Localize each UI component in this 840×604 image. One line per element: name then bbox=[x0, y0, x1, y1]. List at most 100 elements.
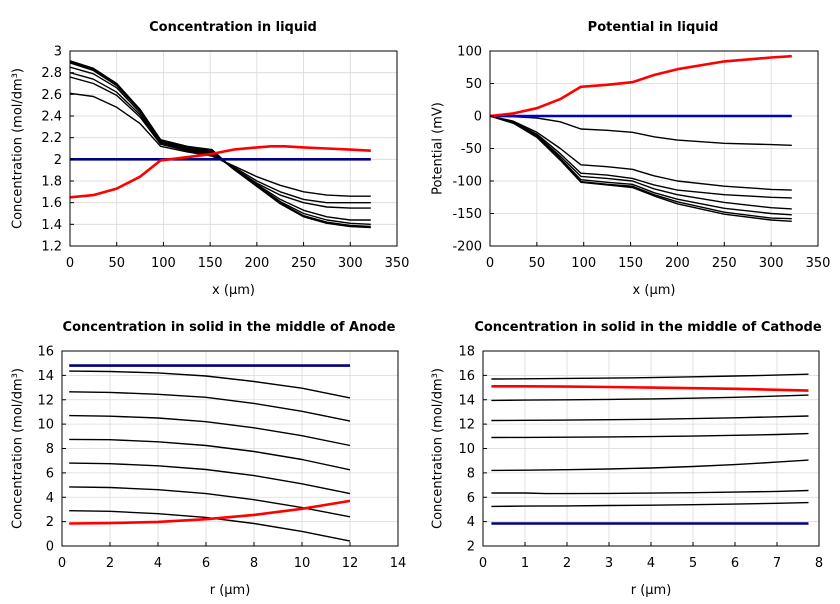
x-tick-label: 7 bbox=[773, 556, 781, 571]
series-line-t2 bbox=[70, 76, 371, 204]
y-tick-label: 3 bbox=[54, 45, 62, 60]
chart-title: Concentration in solid in the middle of … bbox=[63, 320, 396, 335]
series-line-t7 bbox=[491, 501, 809, 508]
y-tick-label: 4 bbox=[467, 515, 475, 530]
y-tick-label: 8 bbox=[467, 466, 475, 481]
series-line-t5 bbox=[69, 462, 351, 495]
y-tick-label: 2.8 bbox=[41, 66, 62, 81]
x-tick-label: 0 bbox=[486, 256, 494, 271]
x-tick-label: 6 bbox=[202, 556, 210, 571]
x-tick-label: 100 bbox=[151, 256, 176, 271]
y-tick-label: 1.8 bbox=[41, 175, 62, 190]
series-line-t1 bbox=[490, 115, 792, 146]
y-tick-label: -50 bbox=[461, 142, 482, 157]
y-tick-label: 4 bbox=[46, 491, 54, 506]
series-line-t6 bbox=[69, 486, 351, 518]
chart-2: 0 50 100 150 200 250 300 350 -200 -150 -100 -50 0 50 1… bbox=[431, 20, 831, 298]
x-tick-label: 10 bbox=[294, 556, 311, 571]
y-axis-label: Concentration (mol/dm³) bbox=[431, 368, 446, 529]
x-tick-label: 14 bbox=[390, 556, 407, 571]
x-tick-label: 6 bbox=[731, 556, 739, 571]
x-tick-label: 150 bbox=[198, 256, 223, 271]
x-axis-label: x (µm) bbox=[212, 283, 255, 298]
x-tick-label: 300 bbox=[338, 256, 363, 271]
series-line-t2 bbox=[490, 115, 792, 191]
series-line-t3 bbox=[490, 115, 792, 199]
series-line-t3 bbox=[491, 415, 809, 422]
chart-title: Concentration in liquid bbox=[149, 20, 317, 35]
series-line-t4 bbox=[490, 115, 792, 210]
y-tick-label: 100 bbox=[457, 45, 482, 60]
x-tick-label: 5 bbox=[689, 556, 697, 571]
series-line-t7 bbox=[490, 115, 792, 222]
x-tick-label: 350 bbox=[806, 256, 831, 271]
y-axis-label: Concentration (mol/dm³) bbox=[11, 368, 26, 529]
series-line-t4 bbox=[70, 66, 371, 221]
x-tick-label: 1 bbox=[521, 556, 529, 571]
x-axis-label: r (µm) bbox=[631, 583, 672, 598]
x-axis-label: x (µm) bbox=[633, 283, 676, 298]
y-tick-label: 16 bbox=[37, 345, 54, 360]
y-tick-label: 10 bbox=[37, 418, 54, 433]
series-line-t2 bbox=[69, 391, 351, 422]
x-tick-label: 350 bbox=[385, 256, 410, 271]
chart-1: 0 50 100 150 200 250 300 350 1.2 1.4 1.6 1.8 2 2.2 2.4… bbox=[11, 20, 410, 298]
series-line-t5 bbox=[491, 459, 809, 472]
y-tick-label: 2.6 bbox=[41, 88, 62, 103]
chart-title: Potential in liquid bbox=[588, 20, 719, 35]
x-tick-label: 3 bbox=[605, 556, 613, 571]
y-tick-label: 2 bbox=[467, 540, 475, 555]
y-tick-label: 2.4 bbox=[41, 110, 62, 125]
x-tick-label: 8 bbox=[250, 556, 258, 571]
x-tick-label: 12 bbox=[342, 556, 359, 571]
series-line-t6 bbox=[491, 489, 809, 495]
x-tick-label: 4 bbox=[647, 556, 655, 571]
chart-title: Concentration in solid in the middle of … bbox=[474, 320, 822, 335]
x-tick-label: 50 bbox=[529, 256, 546, 271]
x-tick-label: 0 bbox=[66, 256, 74, 271]
series-line-t1 bbox=[491, 373, 809, 380]
x-tick-label: 2 bbox=[106, 556, 114, 571]
y-tick-label: 1.4 bbox=[41, 218, 62, 233]
y-tick-label: 12 bbox=[458, 418, 475, 433]
x-tick-label: 150 bbox=[618, 256, 643, 271]
y-tick-label: 1.6 bbox=[41, 196, 62, 211]
x-tick-label: 250 bbox=[291, 256, 316, 271]
x-tick-label: 0 bbox=[58, 556, 66, 571]
y-tick-label: 6 bbox=[46, 466, 54, 481]
y-tick-label: 50 bbox=[465, 77, 482, 92]
x-tick-label: 300 bbox=[759, 256, 784, 271]
series-line-t7 bbox=[69, 510, 351, 542]
x-tick-label: 200 bbox=[665, 256, 690, 271]
y-tick-label: 18 bbox=[458, 345, 475, 360]
x-tick-label: 4 bbox=[154, 556, 162, 571]
x-tick-label: 200 bbox=[244, 256, 269, 271]
x-tick-label: 0 bbox=[479, 556, 487, 571]
series-line-final bbox=[70, 145, 371, 199]
y-axis-label: Potential (mV) bbox=[431, 102, 446, 195]
plot-frame bbox=[69, 50, 398, 247]
x-tick-label: 50 bbox=[108, 256, 125, 271]
y-tick-label: 2 bbox=[46, 515, 54, 530]
y-tick-label: 2 bbox=[54, 153, 62, 168]
y-tick-label: 12 bbox=[37, 393, 54, 408]
y-tick-label: 8 bbox=[46, 442, 54, 457]
y-tick-label: 10 bbox=[458, 442, 475, 457]
series-line-t2 bbox=[491, 394, 809, 402]
series-line-t3 bbox=[69, 414, 351, 447]
y-tick-label: -100 bbox=[452, 175, 482, 190]
series-line-t1 bbox=[69, 370, 351, 399]
y-tick-label: -150 bbox=[452, 207, 482, 222]
y-tick-label: 1.2 bbox=[41, 240, 62, 255]
series-line-t4 bbox=[69, 438, 351, 471]
chart-3: 0 2 4 6 8 10 12 14 0 2 4 6 8 10 12 14 16 Concentration in… bbox=[11, 320, 407, 598]
x-tick-label: 8 bbox=[815, 556, 823, 571]
x-tick-label: 100 bbox=[571, 256, 596, 271]
y-tick-label: -200 bbox=[452, 240, 482, 255]
y-tick-label: 0 bbox=[474, 110, 482, 125]
y-axis-label: Concentration (mol/dm³) bbox=[11, 68, 26, 229]
y-tick-label: 6 bbox=[467, 491, 475, 506]
x-tick-label: 2 bbox=[563, 556, 571, 571]
